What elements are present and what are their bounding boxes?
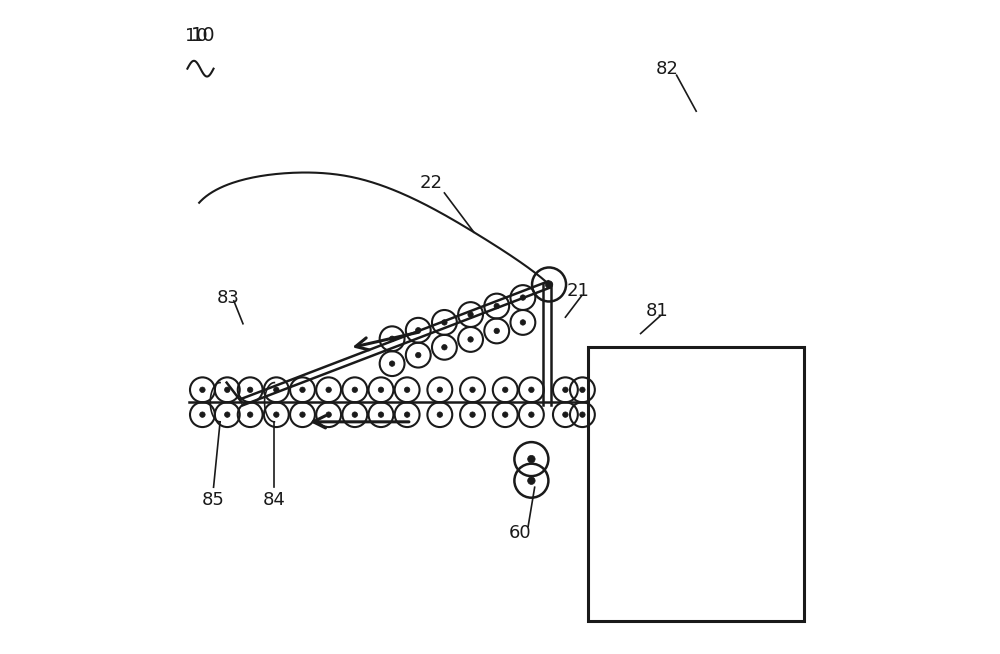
Circle shape <box>274 412 279 417</box>
Circle shape <box>468 337 473 342</box>
Circle shape <box>468 312 473 317</box>
Text: 82: 82 <box>655 60 678 78</box>
Circle shape <box>502 412 508 417</box>
Circle shape <box>580 412 585 417</box>
Circle shape <box>404 412 410 417</box>
Circle shape <box>225 412 230 417</box>
Circle shape <box>389 361 395 366</box>
Text: 85: 85 <box>202 491 225 509</box>
Circle shape <box>545 281 553 288</box>
Circle shape <box>389 336 395 341</box>
Text: 21: 21 <box>567 282 590 300</box>
Circle shape <box>437 387 443 392</box>
Circle shape <box>352 387 358 392</box>
Circle shape <box>442 320 447 325</box>
Circle shape <box>247 412 253 417</box>
Text: 84: 84 <box>263 491 286 509</box>
Circle shape <box>528 455 535 463</box>
Circle shape <box>502 387 508 392</box>
Circle shape <box>200 412 205 417</box>
Circle shape <box>274 387 279 392</box>
Circle shape <box>416 328 421 333</box>
Circle shape <box>225 387 230 392</box>
Text: 10: 10 <box>185 27 207 45</box>
Circle shape <box>404 387 410 392</box>
Circle shape <box>378 412 384 417</box>
Circle shape <box>470 412 475 417</box>
Text: 60: 60 <box>508 524 531 542</box>
Text: 10: 10 <box>191 26 216 45</box>
Circle shape <box>580 387 585 392</box>
Circle shape <box>470 387 475 392</box>
Circle shape <box>300 387 305 392</box>
Circle shape <box>563 387 568 392</box>
Circle shape <box>442 345 447 350</box>
Circle shape <box>416 353 421 358</box>
Circle shape <box>247 387 253 392</box>
Circle shape <box>300 412 305 417</box>
Circle shape <box>326 412 331 417</box>
Circle shape <box>528 477 535 485</box>
Bar <box>588 347 804 621</box>
Circle shape <box>352 412 358 417</box>
Circle shape <box>563 412 568 417</box>
Text: 83: 83 <box>217 288 240 307</box>
Circle shape <box>494 328 499 334</box>
Text: 22: 22 <box>420 174 443 192</box>
Circle shape <box>437 412 443 417</box>
Circle shape <box>529 412 534 417</box>
Circle shape <box>529 387 534 392</box>
Circle shape <box>520 320 526 325</box>
Circle shape <box>520 295 526 300</box>
Circle shape <box>494 303 499 309</box>
Text: 81: 81 <box>646 301 668 320</box>
Circle shape <box>378 387 384 392</box>
Circle shape <box>326 387 331 392</box>
Circle shape <box>200 387 205 392</box>
